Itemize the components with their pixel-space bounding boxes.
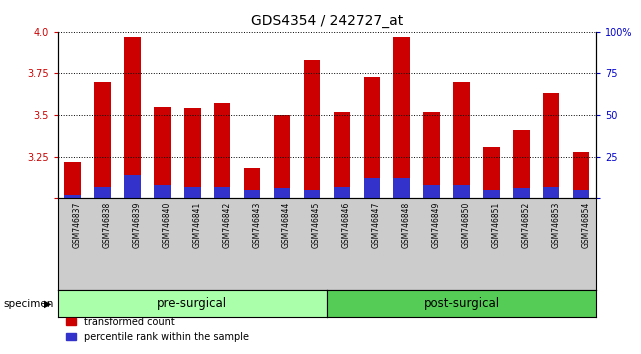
Text: GSM746841: GSM746841 xyxy=(192,202,201,248)
Bar xyxy=(394,37,410,198)
Bar xyxy=(543,93,560,198)
Text: GSM746843: GSM746843 xyxy=(252,202,261,248)
Bar xyxy=(573,152,590,198)
Bar xyxy=(363,77,380,198)
Bar xyxy=(394,178,410,198)
Bar xyxy=(483,147,500,198)
Bar xyxy=(124,37,141,198)
Bar xyxy=(573,190,590,198)
Text: GSM746838: GSM746838 xyxy=(103,202,112,248)
Bar xyxy=(453,82,470,198)
Text: GSM746851: GSM746851 xyxy=(492,202,501,248)
Bar xyxy=(423,185,440,198)
Bar xyxy=(214,187,231,198)
Bar xyxy=(244,168,260,198)
Text: GSM746848: GSM746848 xyxy=(402,202,411,248)
Text: specimen: specimen xyxy=(3,298,54,309)
Text: GSM746842: GSM746842 xyxy=(222,202,231,248)
Text: post-surgical: post-surgical xyxy=(424,297,499,310)
Bar xyxy=(64,162,81,198)
Bar xyxy=(154,185,171,198)
Text: GSM746847: GSM746847 xyxy=(372,202,381,248)
Text: pre-surgical: pre-surgical xyxy=(157,297,228,310)
Bar xyxy=(274,188,290,198)
Bar xyxy=(453,185,470,198)
Bar xyxy=(304,60,320,198)
Bar xyxy=(333,112,350,198)
Bar xyxy=(363,178,380,198)
Bar xyxy=(513,130,529,198)
Text: GSM746837: GSM746837 xyxy=(72,202,81,248)
Legend: transformed count, percentile rank within the sample: transformed count, percentile rank withi… xyxy=(63,313,253,346)
Bar xyxy=(64,195,81,198)
Text: GSM746845: GSM746845 xyxy=(312,202,321,248)
Text: GSM746853: GSM746853 xyxy=(551,202,560,248)
Text: GSM746849: GSM746849 xyxy=(431,202,440,248)
Bar xyxy=(124,175,141,198)
Bar xyxy=(184,187,201,198)
Bar xyxy=(304,190,320,198)
Text: GSM746852: GSM746852 xyxy=(521,202,530,248)
Bar xyxy=(244,190,260,198)
Bar xyxy=(513,188,529,198)
Bar xyxy=(543,187,560,198)
Text: GSM746846: GSM746846 xyxy=(342,202,351,248)
Bar xyxy=(483,190,500,198)
Bar xyxy=(94,82,111,198)
Bar xyxy=(154,107,171,198)
Bar xyxy=(184,108,201,198)
Text: GSM746840: GSM746840 xyxy=(162,202,171,248)
Text: GSM746850: GSM746850 xyxy=(462,202,470,248)
Text: GSM746844: GSM746844 xyxy=(282,202,291,248)
Bar xyxy=(274,115,290,198)
Text: ▶: ▶ xyxy=(44,298,51,309)
Bar xyxy=(214,103,231,198)
Bar xyxy=(423,112,440,198)
Bar xyxy=(94,187,111,198)
Bar xyxy=(333,187,350,198)
Text: GDS4354 / 242727_at: GDS4354 / 242727_at xyxy=(251,14,403,28)
Text: GSM746854: GSM746854 xyxy=(581,202,590,248)
Text: GSM746839: GSM746839 xyxy=(133,202,142,248)
